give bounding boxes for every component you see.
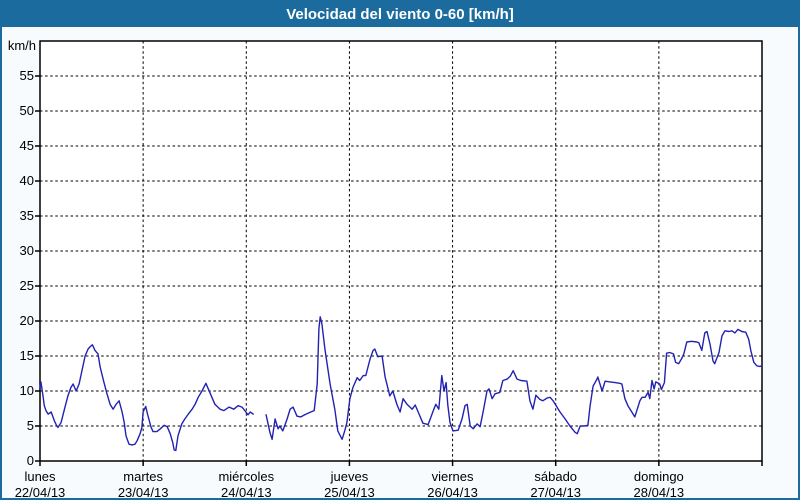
x-day-label: miércoles <box>218 469 275 484</box>
y-tick-label: 15 <box>19 348 34 363</box>
x-date-label: 25/04/13 <box>324 485 375 500</box>
y-tick-label: 45 <box>19 138 34 153</box>
x-date-label: 23/04/13 <box>117 485 169 500</box>
y-tick-label: 40 <box>19 173 34 188</box>
title-bar: Velocidad del viento 0-60 [km/h] <box>2 2 798 27</box>
x-date-label: 28/04/13 <box>633 485 685 500</box>
x-day-label: jueves <box>330 469 369 484</box>
chart-title: Velocidad del viento 0-60 [km/h] <box>286 6 514 23</box>
plot-border <box>39 40 763 462</box>
y-tick-label: 50 <box>19 103 34 118</box>
chart-canvas: km/h 0 5 10 15 20 25 30 35 40 45 50 55 lunes 22/04/13… <box>0 27 800 500</box>
y-tick-label: 20 <box>19 313 34 328</box>
wind-speed-line <box>39 316 763 452</box>
y-tick-label: 25 <box>19 278 34 293</box>
y-axis-unit-label: km/h <box>7 38 36 53</box>
x-date-label: 22/04/13 <box>14 485 66 500</box>
y-tick-label: 0 <box>26 453 34 468</box>
x-day-label: martes <box>123 469 163 484</box>
y-tick-label: 30 <box>19 243 34 258</box>
x-day-label: domingo <box>633 469 684 484</box>
y-tick-label: 35 <box>19 208 34 223</box>
x-day-label: lunes <box>24 469 56 484</box>
y-tick-label: 10 <box>19 383 34 398</box>
wind-speed-chart <box>35 40 763 466</box>
x-day-label: viernes <box>431 469 474 484</box>
x-date-label: 27/04/13 <box>530 485 581 500</box>
y-tick-label: 5 <box>26 418 34 433</box>
x-date-label: 26/04/13 <box>427 485 478 500</box>
x-date-label: 24/04/13 <box>220 485 272 500</box>
x-day-label: sábado <box>534 469 578 484</box>
plot-background <box>40 41 762 461</box>
y-tick-label: 55 <box>19 68 34 83</box>
